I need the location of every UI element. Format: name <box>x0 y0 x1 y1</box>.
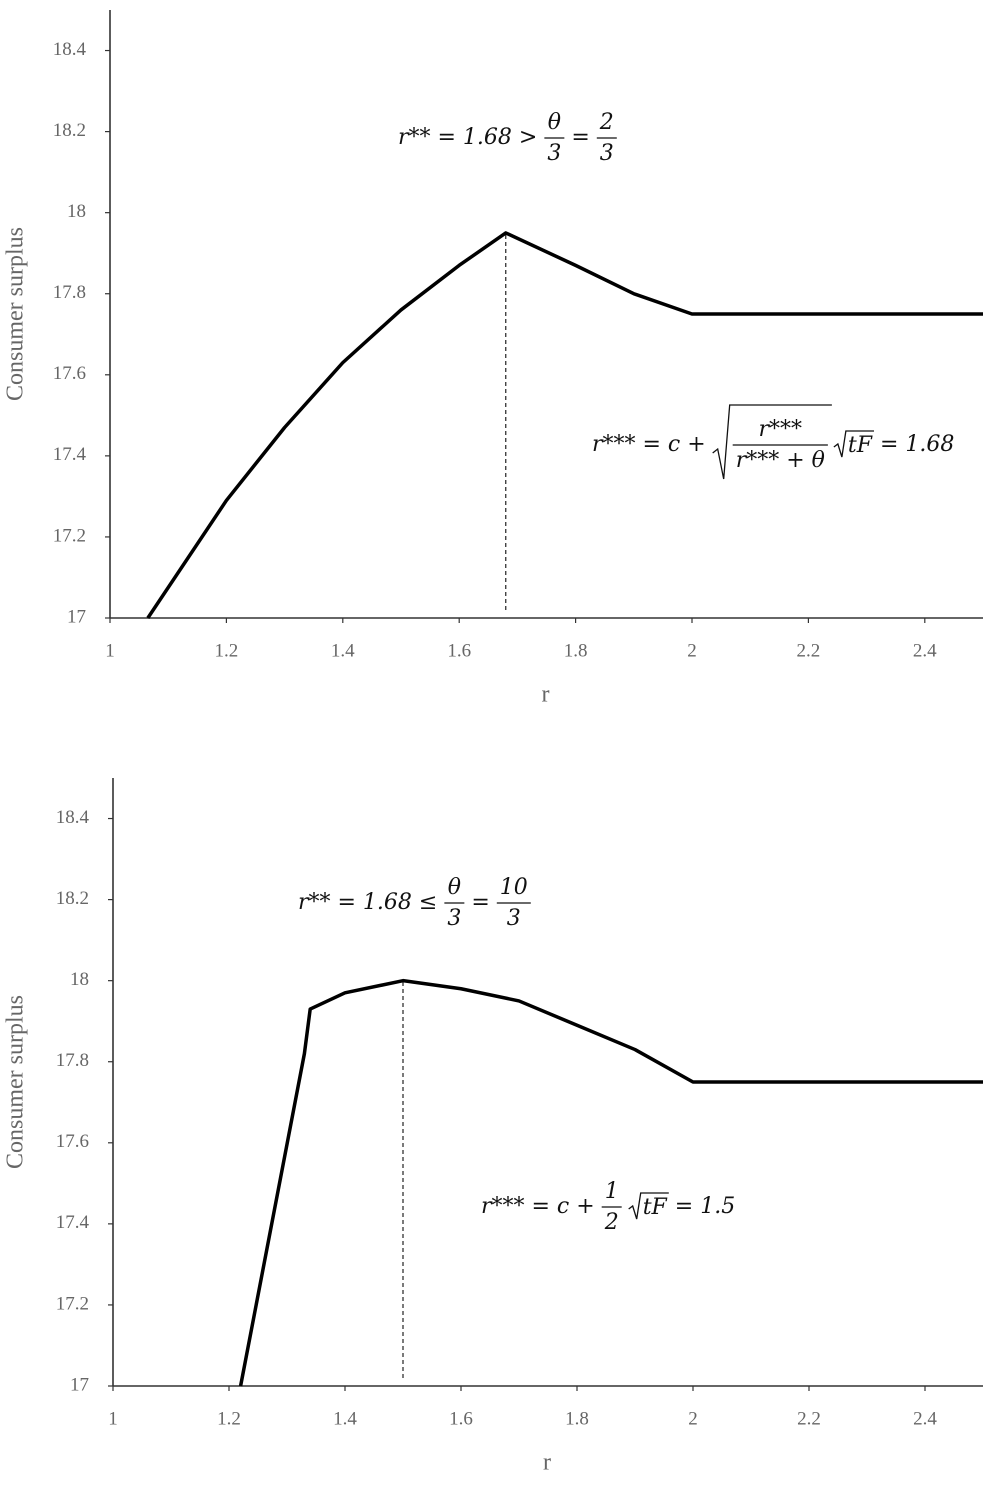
x-tick-label: 1.4 <box>331 640 355 661</box>
formula-text: θ <box>548 110 561 135</box>
formula-text: = <box>571 125 589 150</box>
formula-text: = 1.5 <box>675 1194 735 1219</box>
x-tick-label: 1.8 <box>564 640 588 661</box>
formula-text: θ <box>448 875 461 900</box>
formula-text: r** = 1.68 > <box>398 125 537 150</box>
x-tick-label: 1.4 <box>333 1408 357 1429</box>
x-tick-label: 2.2 <box>797 640 821 661</box>
y-tick-label: 17.8 <box>56 1050 89 1071</box>
line <box>146 231 983 619</box>
formula-text: tF <box>848 433 873 458</box>
formula-text: 3 <box>447 906 461 931</box>
x-tick-label: 1 <box>105 640 115 661</box>
y-tick-label: 18.4 <box>53 39 87 60</box>
formula-text: r*** = c + <box>592 432 706 457</box>
radical <box>628 1192 669 1220</box>
x-tick-label: 1.2 <box>217 1408 241 1429</box>
formula-text: 3 <box>600 141 614 166</box>
y-tick-label: 17.6 <box>53 363 86 384</box>
x-tick-label: 2.4 <box>913 640 937 661</box>
formula-text: r** = 1.68 ≤ <box>298 890 437 915</box>
y-tick-label: 17 <box>67 606 86 627</box>
x-tick-label: 1.6 <box>449 1408 473 1429</box>
formula-text: 2 <box>599 110 614 135</box>
y-tick-label: 17.8 <box>53 282 86 303</box>
line <box>238 978 983 1387</box>
x-tick-label: 2.2 <box>797 1408 821 1429</box>
y-tick-label: 18.2 <box>56 888 89 909</box>
formula-text: tF <box>643 1195 668 1220</box>
x-tick-label: 1.6 <box>447 640 471 661</box>
y-tick-label: 17.2 <box>53 525 86 546</box>
formula-text: 2 <box>604 1210 619 1235</box>
radical <box>833 430 874 458</box>
x-axis-label: r <box>543 1450 551 1476</box>
x-axis-label: r <box>542 682 550 708</box>
y-tick-label: 18.2 <box>53 120 86 141</box>
y-axis-label: Consumer surplus <box>3 227 29 401</box>
formula-text: r*** <box>759 417 803 442</box>
formula-text: 3 <box>507 906 521 931</box>
formula-text: r*** + θ <box>736 448 825 473</box>
formula-text: 10 <box>500 875 528 900</box>
x-tick-label: 1 <box>108 1408 118 1429</box>
x-tick-label: 2.4 <box>913 1408 937 1429</box>
y-tick-label: 17 <box>70 1374 89 1395</box>
formula-text: = 1.68 <box>880 432 954 457</box>
formula-text: 3 <box>547 141 561 166</box>
y-axis-label: Consumer surplus <box>3 995 29 1169</box>
x-tick-label: 1.2 <box>215 640 239 661</box>
y-tick-label: 17.4 <box>56 1212 90 1233</box>
formula-text: = <box>471 890 489 915</box>
formula-text: r*** = c + <box>481 1194 595 1219</box>
formula-text: 1 <box>605 1179 619 1204</box>
y-tick-label: 17.4 <box>53 444 87 465</box>
y-tick-label: 18 <box>67 201 86 222</box>
y-tick-label: 17.6 <box>56 1131 89 1152</box>
x-tick-label: 2 <box>687 640 697 661</box>
y-tick-label: 18.4 <box>56 807 90 828</box>
x-tick-label: 1.8 <box>565 1408 589 1429</box>
radical <box>712 404 832 480</box>
y-tick-label: 17.2 <box>56 1293 89 1314</box>
x-tick-label: 2 <box>688 1408 698 1429</box>
y-tick-label: 18 <box>70 969 89 990</box>
